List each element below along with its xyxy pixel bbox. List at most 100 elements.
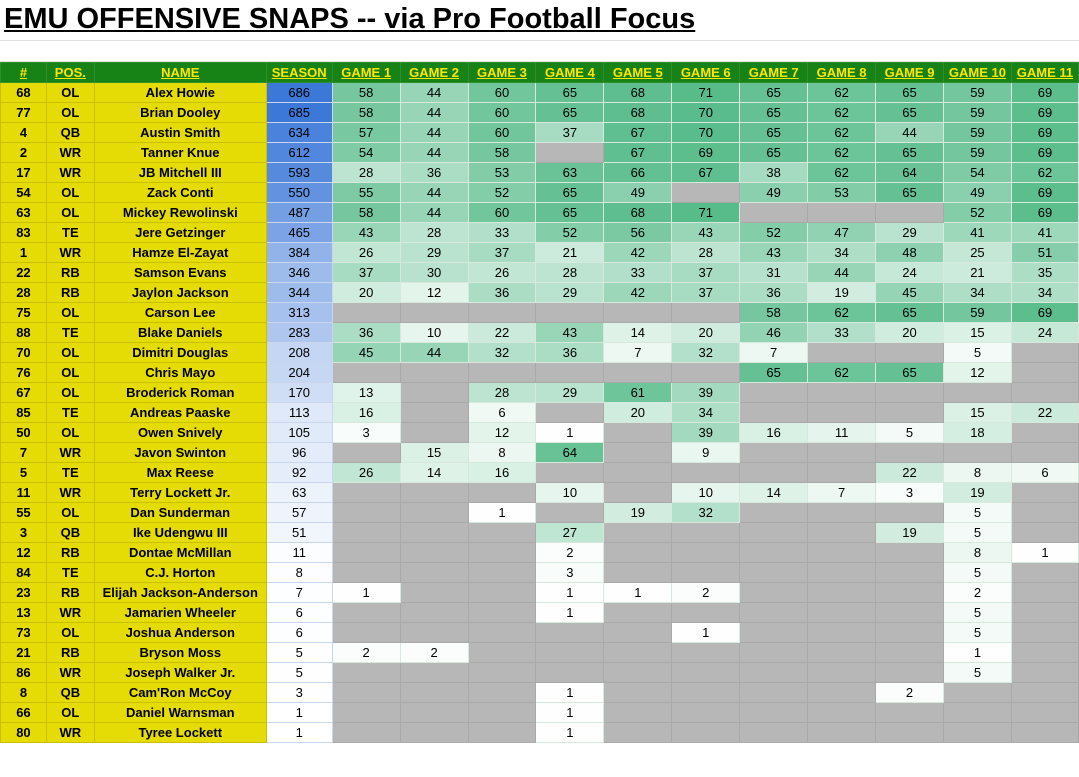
player-name[interactable]: Daniel Warnsman — [93, 702, 267, 723]
header-game-10[interactable]: GAME 10 — [942, 62, 1012, 83]
game-cell-empty[interactable] — [603, 462, 673, 483]
game-snaps-cell[interactable]: 15 — [942, 402, 1012, 423]
game-snaps-cell[interactable]: 24 — [875, 262, 944, 283]
game-cell-empty[interactable] — [1010, 682, 1079, 703]
game-cell-empty[interactable] — [331, 442, 401, 463]
game-snaps-cell[interactable]: 44 — [399, 142, 469, 163]
player-name[interactable]: Javon Swinton — [93, 442, 267, 463]
game-snaps-cell[interactable]: 65 — [535, 202, 605, 223]
game-cell-empty[interactable] — [331, 662, 401, 683]
game-snaps-cell[interactable]: 10 — [399, 322, 469, 343]
game-cell-empty[interactable] — [875, 602, 944, 623]
game-snaps-cell[interactable]: 63 — [535, 162, 605, 183]
game-snaps-cell[interactable]: 32 — [671, 502, 741, 523]
game-snaps-cell[interactable]: 37 — [535, 122, 605, 143]
game-snaps-cell[interactable]: 20 — [671, 322, 741, 343]
game-snaps-cell[interactable]: 9 — [671, 442, 741, 463]
game-snaps-cell[interactable]: 44 — [875, 122, 944, 143]
game-cell-empty[interactable] — [671, 182, 741, 203]
game-cell-empty[interactable] — [807, 202, 877, 223]
header-game-9[interactable]: GAME 9 — [875, 62, 944, 83]
game-cell-empty[interactable] — [535, 142, 605, 163]
game-snaps-cell[interactable]: 43 — [739, 242, 809, 263]
game-cell-empty[interactable] — [1010, 342, 1079, 363]
game-snaps-cell[interactable]: 15 — [942, 322, 1012, 343]
game-cell-empty[interactable] — [399, 362, 469, 383]
player-position[interactable]: RB — [45, 642, 95, 663]
season-total[interactable]: 612 — [265, 142, 333, 163]
game-snaps-cell[interactable]: 28 — [399, 222, 469, 243]
player-position[interactable]: RB — [45, 282, 95, 303]
game-snaps-cell[interactable]: 2 — [942, 582, 1012, 603]
game-snaps-cell[interactable]: 34 — [671, 402, 741, 423]
game-cell-empty[interactable] — [535, 462, 605, 483]
game-snaps-cell[interactable]: 69 — [671, 142, 741, 163]
game-snaps-cell[interactable]: 29 — [399, 242, 469, 263]
game-snaps-cell[interactable]: 27 — [535, 522, 605, 543]
game-snaps-cell[interactable]: 64 — [875, 162, 944, 183]
season-total[interactable]: 6 — [265, 602, 333, 623]
season-total[interactable]: 346 — [265, 262, 333, 283]
game-snaps-cell[interactable]: 36 — [535, 342, 605, 363]
season-total[interactable]: 113 — [265, 402, 333, 423]
game-cell-empty[interactable] — [739, 402, 809, 423]
game-cell-empty[interactable] — [535, 302, 605, 323]
game-cell-empty[interactable] — [807, 502, 877, 523]
game-cell-empty[interactable] — [807, 462, 877, 483]
game-cell-empty[interactable] — [399, 382, 469, 403]
game-cell-empty[interactable] — [467, 542, 537, 563]
player-position[interactable]: OL — [45, 622, 95, 643]
game-cell-empty[interactable] — [467, 642, 537, 663]
game-snaps-cell[interactable]: 5 — [942, 662, 1012, 683]
game-cell-empty[interactable] — [1010, 362, 1079, 383]
game-snaps-cell[interactable]: 65 — [739, 142, 809, 163]
game-snaps-cell[interactable]: 37 — [671, 282, 741, 303]
game-snaps-cell[interactable]: 70 — [671, 102, 741, 123]
player-position[interactable]: OL — [45, 422, 95, 443]
game-cell-empty[interactable] — [807, 722, 877, 743]
season-total[interactable]: 105 — [265, 422, 333, 443]
player-name[interactable]: Tyree Lockett — [93, 722, 267, 743]
game-snaps-cell[interactable]: 62 — [1010, 162, 1079, 183]
game-cell-empty[interactable] — [603, 622, 673, 643]
game-cell-empty[interactable] — [1010, 482, 1079, 503]
game-cell-empty[interactable] — [1010, 442, 1079, 463]
game-cell-empty[interactable] — [1010, 722, 1079, 743]
game-snaps-cell[interactable]: 3 — [331, 422, 401, 443]
player-position[interactable]: WR — [45, 482, 95, 503]
game-snaps-cell[interactable]: 33 — [807, 322, 877, 343]
game-snaps-cell[interactable]: 54 — [331, 142, 401, 163]
game-cell-empty[interactable] — [603, 662, 673, 683]
game-cell-empty[interactable] — [807, 382, 877, 403]
game-cell-empty[interactable] — [807, 402, 877, 423]
game-snaps-cell[interactable]: 29 — [535, 282, 605, 303]
game-snaps-cell[interactable]: 28 — [671, 242, 741, 263]
player-number[interactable]: 83 — [0, 222, 47, 243]
game-cell-empty[interactable] — [671, 682, 741, 703]
season-total[interactable]: 686 — [265, 82, 333, 103]
player-position[interactable]: OL — [45, 702, 95, 723]
player-number[interactable]: 88 — [0, 322, 47, 343]
game-snaps-cell[interactable]: 7 — [807, 482, 877, 503]
game-snaps-cell[interactable]: 34 — [807, 242, 877, 263]
game-cell-empty[interactable] — [399, 482, 469, 503]
game-cell-empty[interactable] — [807, 542, 877, 563]
season-total[interactable]: 92 — [265, 462, 333, 483]
game-snaps-cell[interactable]: 59 — [942, 102, 1012, 123]
game-cell-empty[interactable] — [603, 362, 673, 383]
header-col-season[interactable]: SEASON — [265, 62, 333, 83]
game-snaps-cell[interactable]: 22 — [875, 462, 944, 483]
game-snaps-cell[interactable]: 53 — [467, 162, 537, 183]
game-cell-empty[interactable] — [739, 502, 809, 523]
game-snaps-cell[interactable]: 1 — [535, 602, 605, 623]
season-total[interactable]: 208 — [265, 342, 333, 363]
player-number[interactable]: 77 — [0, 102, 47, 123]
game-cell-empty[interactable] — [331, 522, 401, 543]
game-cell-empty[interactable] — [467, 662, 537, 683]
game-snaps-cell[interactable]: 65 — [535, 182, 605, 203]
player-name[interactable]: Elijah Jackson-Anderson — [93, 582, 267, 603]
game-snaps-cell[interactable]: 67 — [603, 142, 673, 163]
game-cell-empty[interactable] — [875, 402, 944, 423]
season-total[interactable]: 344 — [265, 282, 333, 303]
player-number[interactable]: 50 — [0, 422, 47, 443]
